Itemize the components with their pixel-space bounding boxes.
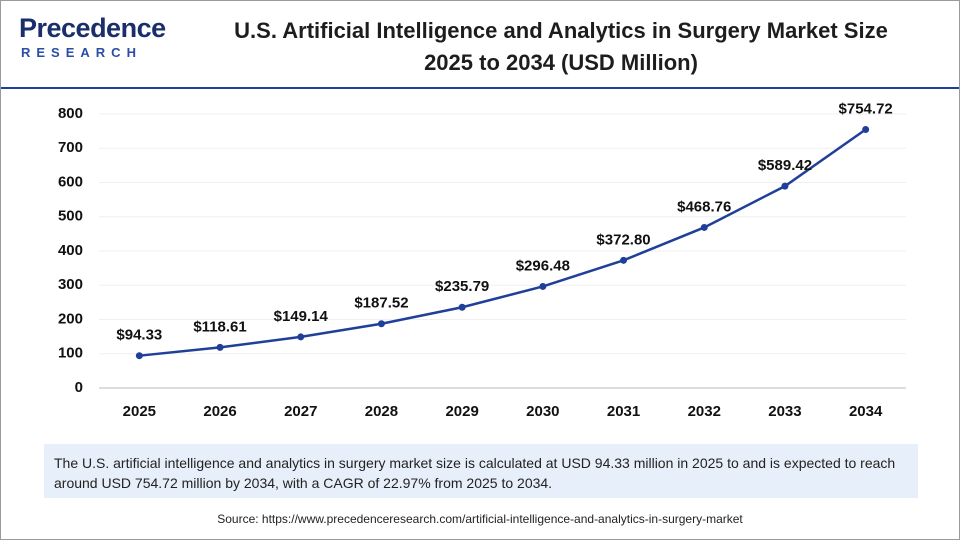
y-tick-label: 600 [58,173,83,190]
chart-title-block: U.S. Artificial Intelligence and Analyti… [181,15,941,79]
point [458,303,466,311]
x-tick-label: 2029 [445,403,478,420]
x-tick-label: 2025 [123,403,156,420]
logo-name: Precedence [19,13,166,43]
chart: 0 100 200 300 400 500 600 700 800 2025 2026 2027 202… [58,100,906,420]
data-label: $235.79 [435,278,489,295]
header-rule [1,87,959,89]
line [139,128,867,357]
logo-tagline: RESEARCH [21,45,142,60]
data-label: $94.33 [116,327,162,344]
y-tick-label: 100 [58,345,83,362]
data-label: $118.61 [193,318,246,335]
x-tick-label: 2026 [203,403,236,420]
point [700,223,708,231]
point [135,352,143,360]
x-tick-label: 2034 [849,403,883,420]
x-tick-label: 2033 [768,403,801,420]
x-tick-label: 2032 [688,403,721,420]
x-tick-label: 2027 [284,403,317,420]
data-label: $296.48 [516,257,570,274]
point [297,333,305,341]
point [620,256,628,264]
chart-subtitle: 2025 to 2034 (USD Million) [424,50,698,75]
x-tick-label: 2030 [526,403,559,420]
point [216,343,224,351]
data-label: $372.80 [596,231,650,248]
data-label: $468.76 [677,198,731,215]
point [539,282,547,290]
y-tick-label: 800 [58,105,83,122]
point [862,126,870,134]
data-label: $187.52 [354,295,408,312]
y-tick-label: 700 [58,139,83,156]
x-tick-label: 2031 [607,403,640,420]
y-tick-label: 500 [58,208,83,225]
data-label: $149.14 [274,308,329,325]
x-tick-label: 2028 [365,403,398,420]
data-label: $754.72 [839,100,893,117]
point [377,320,385,328]
y-tick-label: 0 [75,379,83,396]
summary-note: The U.S. artificial intelligence and ana… [44,444,918,498]
source: Source: https://www.precedenceresearch.c… [217,512,743,526]
chart-title: U.S. Artificial Intelligence and Analyti… [234,18,888,43]
point [781,182,789,190]
y-tick-label: 300 [58,276,83,293]
data-label: $589.42 [758,157,812,174]
y-tick-label: 200 [58,310,83,327]
y-tick-label: 400 [58,242,83,259]
